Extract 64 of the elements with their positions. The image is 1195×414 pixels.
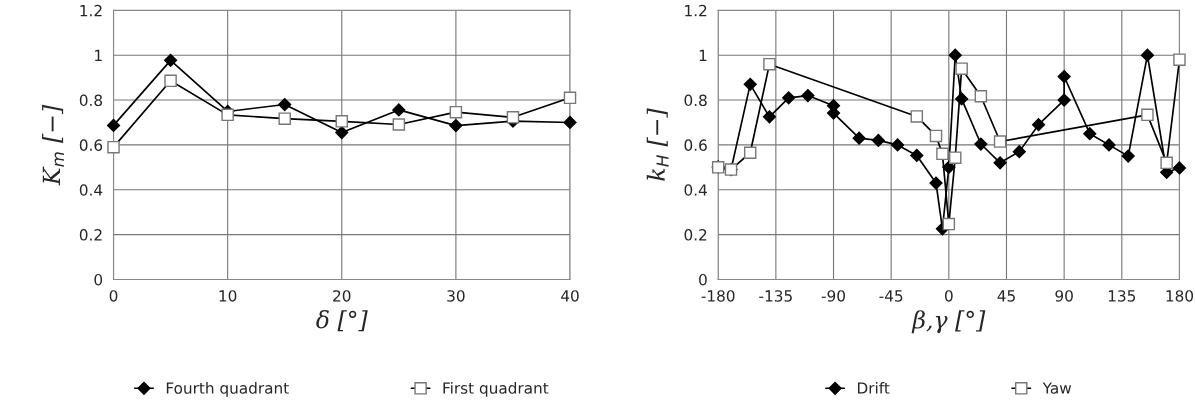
point (449, 119, 463, 133)
point (1012, 145, 1026, 159)
y-tick-label: 0.6 (684, 139, 707, 151)
x-tick-label: 10 (219, 290, 237, 302)
x-tick-label: 45 (997, 290, 1015, 302)
legend-label: Yaw (1042, 382, 1072, 394)
x-tick-label: 90 (1055, 290, 1073, 302)
point (1057, 93, 1071, 107)
point (993, 156, 1007, 170)
point (801, 88, 815, 103)
point (762, 110, 777, 124)
point (1083, 127, 1097, 141)
y-tick-label: 0.8 (684, 94, 707, 107)
point (1121, 149, 1135, 163)
y-tick-label: 1 (699, 49, 707, 61)
y-tick-label: 1.2 (80, 4, 102, 17)
x-tick-label: 20 (333, 290, 351, 302)
y-tick-label: 0 (94, 273, 103, 286)
point (948, 48, 962, 62)
point (1031, 118, 1046, 132)
point (929, 176, 943, 190)
legend-label: Fourth quadrant (166, 382, 289, 397)
point (1102, 138, 1116, 152)
point (563, 115, 577, 130)
legend-label: First quadrant (443, 382, 549, 397)
y-tick-label: 0.2 (684, 229, 707, 241)
point (910, 148, 924, 163)
point (782, 91, 796, 105)
x-tick-label: -45 (879, 290, 903, 302)
point (278, 97, 292, 112)
point (106, 118, 121, 132)
y-axis-title: K$_{m}$ [−] (42, 104, 64, 186)
y-axis-title: k$_{H}$ [−] (646, 108, 669, 181)
point (890, 138, 905, 152)
x-tick-label: 40 (561, 290, 579, 302)
point (335, 125, 349, 140)
y-tick-label: 0.6 (79, 139, 103, 151)
y-tick-label: 0.4 (684, 184, 707, 196)
point (163, 53, 178, 67)
x-tick-label: 135 (1108, 290, 1136, 302)
legend-label: Drift (857, 382, 890, 394)
x-tick-label: 30 (447, 290, 465, 302)
x-axis-title: β,γ [°] (911, 310, 986, 334)
point (1057, 69, 1071, 84)
y-tick-label: 1.2 (685, 4, 707, 17)
point (871, 133, 885, 148)
x-tick-label: 0 (944, 290, 953, 302)
x-tick-label: -90 (821, 290, 845, 302)
y-tick-label: 0.8 (79, 94, 103, 107)
y-tick-label: 0.4 (79, 184, 103, 196)
y-tick-label: 0 (699, 273, 707, 286)
point (743, 77, 757, 91)
x-axis-title: δ [°] (316, 310, 368, 332)
y-tick-label: 1 (95, 49, 102, 61)
point (1140, 48, 1155, 62)
point (852, 131, 866, 145)
x-tick-label: -135 (759, 290, 792, 302)
x-tick-label: 0 (109, 290, 118, 302)
x-tick-label: 180 (1166, 290, 1194, 302)
point (1172, 161, 1187, 175)
x-tick-label: -180 (701, 290, 735, 302)
point (974, 137, 988, 151)
y-tick-label: 0.2 (79, 229, 102, 241)
point (392, 103, 406, 117)
